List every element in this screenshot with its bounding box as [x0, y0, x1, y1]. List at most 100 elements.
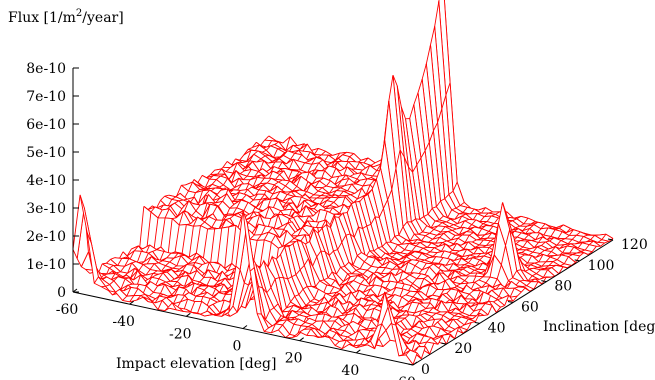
mesh-segment [457, 220, 465, 225]
mesh-segment [590, 235, 595, 240]
mesh-segment [425, 253, 434, 257]
surface-face [305, 241, 317, 267]
mesh-segment [487, 221, 495, 224]
surface-face [225, 162, 238, 174]
mesh-segment [558, 266, 564, 274]
mesh-segment [163, 251, 172, 254]
mesh-segment [344, 183, 352, 187]
surface-face [461, 214, 473, 221]
mesh-segment [605, 233, 614, 239]
mesh-segment [340, 265, 345, 268]
mesh-segment [181, 224, 187, 254]
mesh-segment [321, 219, 327, 228]
mesh-segment [378, 208, 384, 218]
surface-face [351, 201, 363, 229]
mesh-segment [217, 168, 223, 175]
mesh-segment [270, 197, 278, 200]
mesh-segment [412, 242, 421, 245]
surface-face [293, 143, 305, 150]
surface-face [301, 154, 313, 162]
mesh-segment [493, 223, 499, 255]
mesh-segment [365, 184, 371, 196]
mesh-segment [391, 252, 397, 258]
mesh-segment [453, 224, 461, 229]
surface-face [582, 241, 594, 245]
mesh-segment [265, 225, 273, 228]
mesh-segment [370, 224, 379, 248]
mesh-segment [488, 225, 494, 232]
surface-face [516, 269, 528, 281]
mesh-segment [415, 298, 424, 304]
mesh-segment [248, 199, 254, 204]
mesh-segment [463, 202, 472, 210]
mesh-segment [541, 241, 546, 246]
surface-face [440, 198, 452, 218]
mesh-segment [475, 291, 484, 301]
mesh-segment [546, 237, 554, 241]
surface-face [526, 264, 538, 270]
mesh-segment [366, 223, 372, 227]
mesh-segment [318, 180, 327, 187]
mesh-segment [402, 221, 408, 228]
surface-face [270, 144, 282, 149]
mesh-segment [556, 244, 564, 246]
mesh-segment [270, 214, 279, 219]
surface-face [429, 263, 441, 275]
surface-face [275, 230, 287, 248]
surface-face [322, 186, 334, 194]
mesh-segment [336, 273, 344, 282]
surface-face [551, 265, 563, 274]
surface-face [290, 196, 302, 208]
mesh-segment [174, 224, 180, 253]
mesh-segment [479, 255, 485, 261]
mesh-segment [225, 217, 231, 221]
mesh-segment [373, 250, 382, 259]
mesh-segment [436, 300, 442, 312]
mesh-segment [562, 245, 568, 254]
mesh-segment [242, 175, 248, 181]
mesh-segment [493, 254, 502, 266]
surface-face [413, 92, 426, 158]
mesh-segment [562, 266, 568, 269]
mesh-segment [304, 234, 310, 237]
surface-face [525, 246, 538, 253]
mesh-segment [336, 190, 344, 192]
mesh-segment [197, 190, 204, 204]
mesh-segment [467, 206, 475, 210]
mesh-segment [285, 241, 290, 246]
mesh-segment [402, 288, 411, 292]
mesh-segment [380, 167, 389, 200]
mesh-segment [311, 147, 319, 151]
mesh-segment [256, 199, 264, 208]
surface-face [334, 216, 346, 243]
mesh-segment [287, 222, 296, 233]
surface-face [263, 183, 275, 192]
mesh-segment [164, 208, 170, 219]
mesh-segment [473, 303, 479, 312]
mesh-segment [293, 215, 298, 218]
surface-face [301, 205, 313, 217]
mesh-segment [298, 149, 304, 152]
surface-face [451, 208, 463, 214]
surface-face [404, 156, 416, 222]
mesh-segment [527, 239, 532, 242]
mesh-segment [211, 219, 217, 228]
mesh-segment [417, 79, 423, 93]
mesh-segment [419, 278, 425, 289]
mesh-segment [445, 95, 454, 192]
mesh-segment [445, 258, 451, 266]
surface-face [411, 218, 423, 235]
mesh-segment [508, 294, 514, 302]
mesh-segment [559, 245, 567, 250]
mesh-segment [417, 92, 426, 151]
mesh-segment [277, 161, 283, 170]
mesh-segment [175, 193, 181, 198]
mesh-segment [301, 196, 309, 201]
surface-face [403, 262, 416, 275]
mesh-segment [309, 194, 315, 199]
surface-face [209, 262, 221, 274]
surface-face [260, 178, 272, 184]
mesh-segment [432, 130, 441, 202]
mesh-segment [278, 244, 286, 249]
mesh-segment [372, 170, 378, 177]
